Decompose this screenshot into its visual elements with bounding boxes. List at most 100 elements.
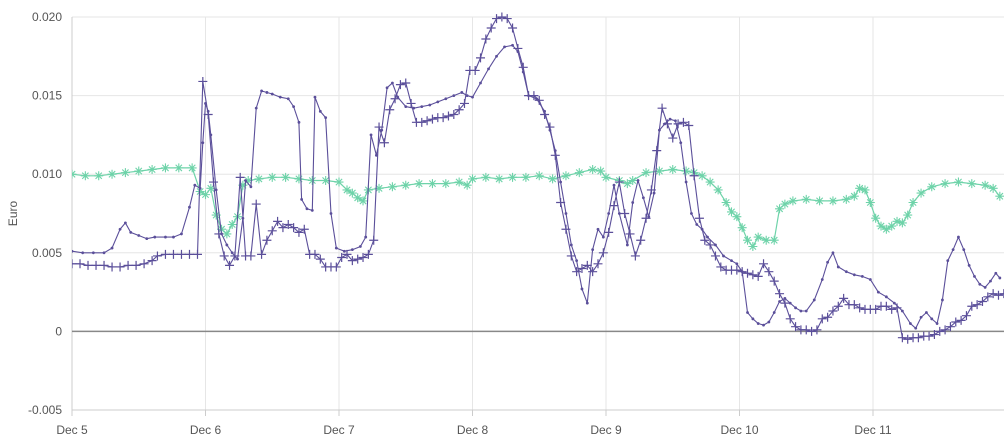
data-point — [646, 185, 656, 195]
data-point — [903, 210, 913, 220]
data-point — [953, 177, 963, 187]
data-point — [775, 204, 785, 214]
data-point — [596, 166, 606, 176]
data-point — [203, 109, 213, 119]
data-point — [614, 177, 624, 187]
data-point — [641, 196, 645, 200]
data-point — [83, 260, 93, 270]
data-point — [577, 264, 587, 274]
data-point — [406, 98, 416, 108]
data-point — [690, 212, 693, 215]
data-point — [588, 267, 598, 277]
data-point — [225, 243, 229, 247]
data-point — [534, 95, 544, 105]
data-point — [462, 180, 472, 190]
data-point — [460, 91, 464, 94]
data-point — [748, 242, 758, 252]
data-point — [235, 172, 245, 182]
data-point — [706, 235, 709, 239]
data-point — [564, 212, 568, 215]
data-point — [238, 180, 248, 190]
data-point — [831, 251, 835, 255]
data-point — [420, 105, 424, 109]
data-point — [545, 122, 555, 132]
data-point — [892, 301, 896, 305]
data-point — [436, 100, 440, 104]
data-point — [767, 320, 771, 324]
data-point — [761, 235, 771, 245]
data-point — [385, 86, 389, 90]
data-point — [180, 232, 183, 236]
data-point — [187, 163, 197, 173]
data-point — [678, 117, 688, 127]
data-point — [358, 245, 362, 248]
data-point — [310, 208, 314, 212]
data-point — [217, 224, 227, 234]
data-point — [668, 164, 678, 174]
data-point — [716, 262, 726, 272]
data-point — [713, 185, 723, 195]
data-point — [129, 230, 133, 234]
data-point — [168, 249, 178, 259]
data-point — [903, 334, 913, 344]
data-point — [799, 309, 803, 313]
data-point — [390, 94, 400, 104]
data-point — [967, 301, 977, 311]
data-point — [914, 326, 918, 330]
data-point — [775, 289, 785, 299]
data-point — [689, 171, 699, 181]
data-point — [289, 223, 299, 233]
data-point — [820, 278, 824, 281]
data-point — [513, 43, 523, 53]
data-point — [647, 215, 651, 219]
data-point — [353, 193, 363, 203]
data-point — [566, 251, 576, 261]
data-point — [131, 260, 141, 270]
data-point — [497, 12, 507, 22]
data-point — [508, 23, 518, 33]
data-point — [881, 224, 891, 234]
data-point — [826, 260, 830, 264]
data-point — [977, 297, 987, 307]
data-point — [188, 205, 191, 209]
data-point — [454, 177, 464, 187]
x-tick-label: Dec 9 — [590, 423, 622, 437]
data-point — [230, 251, 234, 255]
data-point — [823, 312, 833, 322]
data-point — [697, 171, 707, 181]
data-point — [529, 91, 539, 101]
data-point — [900, 309, 904, 313]
data-point — [561, 171, 571, 181]
data-point — [679, 141, 683, 145]
data-point — [849, 300, 859, 310]
data-point — [358, 196, 368, 206]
data-point — [219, 251, 229, 261]
data-point — [278, 95, 282, 99]
data-point — [350, 248, 354, 252]
data-point — [836, 265, 840, 269]
data-point — [374, 183, 384, 193]
data-point — [657, 103, 667, 113]
data-point — [201, 190, 210, 200]
data-point — [305, 207, 309, 211]
data-point — [342, 249, 352, 259]
data-point — [925, 311, 928, 314]
data-point — [72, 249, 74, 253]
data-point — [184, 249, 194, 259]
data-point — [107, 262, 117, 272]
y-axis-title: Euro — [6, 201, 20, 227]
y-tick-label: -0.005 — [28, 403, 62, 417]
data-point — [267, 226, 277, 236]
data-point — [160, 249, 170, 259]
data-point — [294, 174, 304, 184]
data-point — [927, 182, 937, 192]
data-point — [278, 223, 288, 233]
data-point — [273, 216, 283, 226]
data-point — [249, 185, 253, 189]
data-point — [881, 301, 891, 311]
data-point — [364, 235, 368, 239]
data-point — [769, 235, 779, 245]
data-point — [297, 120, 301, 124]
series-dot — [72, 43, 1002, 330]
data-point — [844, 270, 848, 274]
